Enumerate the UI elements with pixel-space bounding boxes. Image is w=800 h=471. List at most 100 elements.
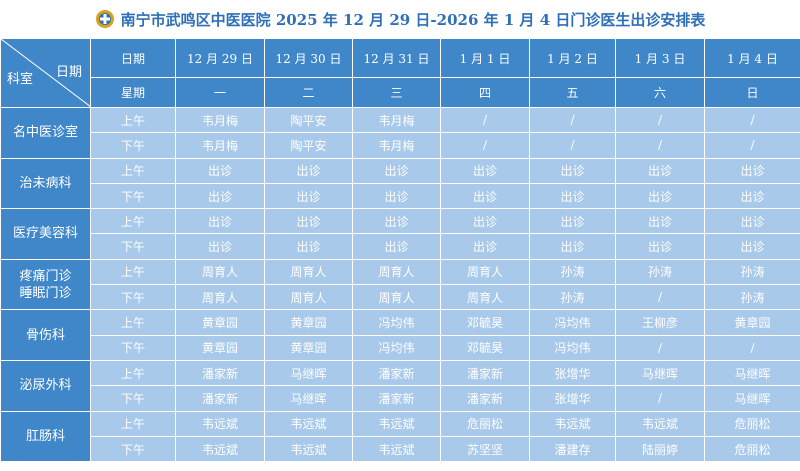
doctor-cell: / [529,132,616,159]
schedule-row: 下午 韦月梅 陶平安 韦月梅 / / / / [1,132,800,159]
doctor-cell: 陆丽婷 [615,435,705,463]
period: 上午 [90,359,176,387]
schedule-row: 骨伤科 上午 黄章园 黄章园 冯均伟 邓毓昊 冯均伟 王柳彦 黄章园 [0,309,800,361]
department: 名中医诊室 [0,107,91,159]
doctor-cell: 出诊 [264,233,353,260]
doctor-cell: 出诊 [175,182,265,210]
doctor-cell: 马继晖 [615,359,705,387]
doctor-cell: 周育人 [264,258,353,286]
department-name: 疼痛门诊 [19,268,72,284]
department-name: 肛肠科 [25,428,65,444]
doctor-cell: 周育人 [440,258,530,286]
doctor-cell: / [615,334,705,361]
schedule-row: 名中医诊室 上午 韦月梅 陶平安 韦月梅 / / / / [0,106,800,159]
doctor-cell: 周育人 [175,284,265,311]
doctor-cell: 出诊 [529,233,616,260]
department-name: 泌尿外科 [19,378,72,394]
doctor-cell: 周育人 [352,258,441,286]
department: 医疗美容科 [0,208,91,260]
department-name: 骨伤科 [25,327,65,343]
doctor-cell: 出诊 [615,182,705,210]
period: 下午 [90,182,176,210]
period: 下午 [90,284,176,311]
doctor-cell: 黄章园 [175,334,265,361]
department: 治未病科 [0,157,91,210]
doctor-cell: 周育人 [440,284,530,311]
doctor-cell: 出诊 [704,157,800,184]
weekday-header: 日 [704,77,800,108]
weekday-header: 五 [529,77,616,108]
doctor-cell: 马继晖 [704,385,800,412]
doctor-cell: 韦远斌 [264,410,353,437]
doctor-cell: 出诊 [175,233,265,260]
doctor-cell: 出诊 [615,208,705,235]
doctor-cell: / [615,132,705,159]
doctor-cell: 出诊 [704,233,800,260]
doctor-cell: 陶平安 [264,106,353,134]
doctor-cell: 出诊 [352,208,441,235]
date-header: 12 月 31 日 [352,38,441,78]
doctor-cell: 出诊 [615,157,705,184]
weekday-header: 四 [440,77,530,108]
schedule-row: 下午 韦远斌 韦远斌 韦远斌 苏坚坚 潘建存 陆丽婷 危丽松 [1,435,800,463]
doctor-cell: 黄章园 [704,309,800,336]
doctor-cell: 出诊 [175,157,265,184]
doctor-cell: 出诊 [264,208,353,235]
doctor-cell: / [440,106,530,134]
weekday-header: 六 [615,77,705,108]
doctor-cell: 韦月梅 [352,132,441,159]
doctor-cell: 出诊 [704,182,800,210]
doctor-cell: 苏坚坚 [440,435,530,463]
doctor-cell: / [440,132,530,159]
doctor-cell: 出诊 [440,208,530,235]
doctor-cell: 出诊 [615,233,705,260]
doctor-cell: 韦远斌 [175,435,265,463]
doctor-cell: 张增华 [529,385,616,412]
doctor-cell: 韦远斌 [352,410,441,437]
doctor-cell: 孙涛 [529,258,616,286]
doctor-cell: 冯均伟 [529,334,616,361]
doctor-cell: 黄章园 [264,334,353,361]
doctor-cell: 韦远斌 [264,435,353,463]
weekday-header: 二 [264,77,353,108]
period: 上午 [90,410,176,437]
doctor-cell: 出诊 [264,157,353,184]
doctor-cell: 邓毓昊 [440,309,530,336]
period: 上午 [90,208,176,235]
doctor-cell: 孙涛 [704,258,800,286]
doctor-cell: 出诊 [440,233,530,260]
schedule-row: 下午 出诊 出诊 出诊 出诊 出诊 出诊 出诊 [1,233,800,260]
department: 泌尿外科 [0,359,91,412]
doctor-cell: 韦远斌 [175,410,265,437]
date-header: 12 月 30 日 [264,38,353,78]
doctor-cell: 马继晖 [264,359,353,387]
doctor-cell: 孙涛 [615,258,705,286]
doctor-cell: 危丽松 [704,435,800,463]
doctor-cell: 邓毓昊 [440,334,530,361]
doctor-cell: 冯均伟 [352,309,441,336]
doctor-cell: 出诊 [440,182,530,210]
doctor-cell: / [529,106,616,134]
doctor-cell: / [704,334,800,361]
doctor-cell: 出诊 [175,208,265,235]
corner-cell: 日期 科室 [0,38,91,108]
period: 上午 [90,258,176,286]
schedule-row: 治未病科 上午 出诊 出诊 出诊 出诊 出诊 出诊 出诊 [0,157,800,210]
doctor-cell: 出诊 [352,182,441,210]
doctor-cell: 潘家新 [175,385,265,412]
doctor-cell: 危丽松 [440,410,530,437]
corner-bottom: 科室 [7,72,34,87]
schedule-row: 下午 出诊 出诊 出诊 出诊 出诊 出诊 出诊 [1,182,800,210]
department: 疼痛门诊 睡眠门诊 [0,258,91,311]
doctor-cell: 潘家新 [440,359,530,387]
doctor-cell: 出诊 [352,233,441,260]
department-name: 医疗美容科 [12,226,78,242]
doctor-cell: 潘建存 [529,435,616,463]
title-bar: 南宁市武鸣区中医医院 2025 年 12 月 29 日-2026 年 1 月 4… [0,0,800,38]
doctor-cell: 出诊 [529,157,616,184]
doctor-cell: 韦月梅 [175,132,265,159]
period: 上午 [90,309,176,336]
department: 骨伤科 [0,309,91,361]
